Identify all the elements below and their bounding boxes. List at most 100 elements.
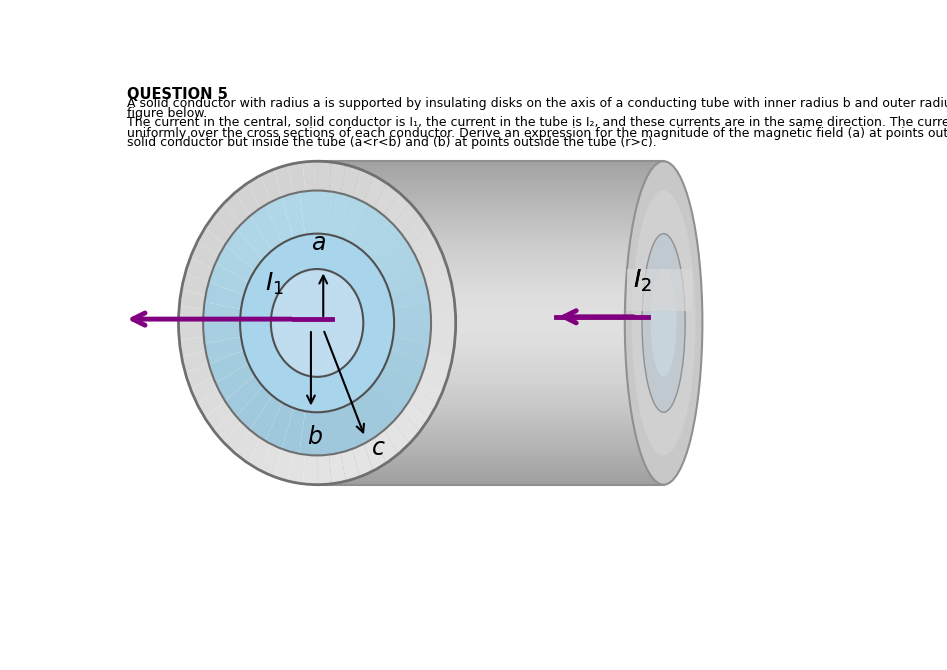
Text: figure below.: figure below.: [127, 107, 207, 119]
Polygon shape: [197, 389, 224, 418]
Polygon shape: [186, 257, 213, 282]
Polygon shape: [341, 403, 368, 449]
Polygon shape: [182, 273, 208, 295]
Text: $I_2$: $I_2$: [633, 267, 652, 293]
Polygon shape: [303, 455, 317, 484]
Polygon shape: [178, 306, 204, 323]
Polygon shape: [205, 401, 232, 431]
Polygon shape: [288, 162, 305, 194]
Polygon shape: [299, 411, 317, 456]
Polygon shape: [299, 190, 317, 234]
Polygon shape: [431, 323, 456, 340]
Polygon shape: [288, 452, 305, 484]
Polygon shape: [282, 192, 305, 238]
Text: A solid conductor with radius a is supported by insulating disks on the axis of : A solid conductor with radius a is suppo…: [127, 97, 947, 111]
Polygon shape: [371, 375, 409, 417]
Polygon shape: [380, 245, 419, 282]
Polygon shape: [236, 183, 260, 216]
Polygon shape: [402, 215, 429, 245]
Polygon shape: [374, 430, 399, 463]
Polygon shape: [205, 215, 232, 245]
Polygon shape: [186, 364, 213, 389]
Polygon shape: [352, 395, 384, 441]
Polygon shape: [250, 395, 282, 441]
Polygon shape: [216, 364, 255, 401]
Polygon shape: [393, 323, 431, 344]
Polygon shape: [214, 203, 241, 234]
Polygon shape: [205, 282, 244, 309]
Polygon shape: [224, 229, 262, 271]
Polygon shape: [317, 455, 331, 484]
Polygon shape: [425, 350, 453, 373]
Polygon shape: [208, 263, 248, 295]
Polygon shape: [409, 228, 438, 257]
Polygon shape: [260, 169, 282, 202]
Text: $a$: $a$: [312, 232, 326, 255]
Polygon shape: [182, 350, 208, 373]
Polygon shape: [317, 161, 331, 191]
Polygon shape: [390, 282, 430, 309]
Text: solid conductor but inside the tube (a<r<b) and (b) at points outside the tube (: solid conductor but inside the tube (a<r…: [127, 136, 656, 149]
Polygon shape: [237, 386, 272, 430]
Polygon shape: [204, 323, 241, 344]
Polygon shape: [197, 228, 224, 257]
Polygon shape: [385, 350, 425, 383]
Polygon shape: [248, 438, 271, 470]
Polygon shape: [205, 337, 244, 364]
Polygon shape: [178, 323, 204, 340]
Polygon shape: [374, 183, 399, 216]
Polygon shape: [265, 403, 294, 449]
Ellipse shape: [271, 269, 364, 377]
Polygon shape: [421, 364, 449, 389]
Polygon shape: [371, 229, 409, 271]
Polygon shape: [214, 411, 241, 443]
Polygon shape: [237, 216, 272, 260]
Polygon shape: [250, 205, 282, 251]
Text: uniformly over the cross sections of each conductor. Derive an expression for th: uniformly over the cross sections of eac…: [127, 127, 947, 139]
Ellipse shape: [241, 234, 394, 412]
Polygon shape: [429, 289, 455, 309]
Polygon shape: [179, 289, 205, 309]
Polygon shape: [390, 337, 430, 364]
Polygon shape: [190, 377, 219, 404]
Polygon shape: [425, 273, 453, 295]
Polygon shape: [317, 411, 335, 456]
Polygon shape: [402, 401, 429, 431]
Polygon shape: [317, 190, 335, 234]
Text: $c$: $c$: [370, 437, 385, 460]
Polygon shape: [236, 430, 260, 463]
Polygon shape: [352, 205, 384, 251]
FancyBboxPatch shape: [628, 269, 692, 311]
Polygon shape: [352, 444, 373, 477]
Polygon shape: [393, 411, 420, 443]
Polygon shape: [329, 162, 346, 194]
Polygon shape: [275, 449, 294, 481]
Polygon shape: [208, 350, 248, 383]
Polygon shape: [421, 257, 449, 282]
Polygon shape: [282, 408, 305, 454]
Polygon shape: [179, 337, 205, 356]
Polygon shape: [352, 169, 373, 202]
Ellipse shape: [625, 161, 703, 484]
Polygon shape: [393, 203, 420, 234]
Text: $I_1$: $I_1$: [265, 271, 283, 297]
Polygon shape: [431, 306, 456, 323]
Polygon shape: [224, 375, 262, 417]
Polygon shape: [303, 161, 317, 191]
Polygon shape: [385, 263, 425, 295]
Polygon shape: [341, 165, 360, 197]
Ellipse shape: [651, 269, 676, 377]
Polygon shape: [265, 197, 294, 243]
Polygon shape: [363, 386, 398, 430]
Polygon shape: [341, 197, 368, 243]
Polygon shape: [364, 176, 386, 208]
Polygon shape: [330, 408, 352, 454]
Polygon shape: [204, 302, 241, 323]
Polygon shape: [275, 165, 294, 197]
Polygon shape: [363, 216, 398, 260]
Polygon shape: [248, 176, 271, 208]
Polygon shape: [224, 192, 250, 224]
Polygon shape: [384, 192, 410, 224]
Polygon shape: [329, 452, 346, 484]
Polygon shape: [224, 421, 250, 454]
